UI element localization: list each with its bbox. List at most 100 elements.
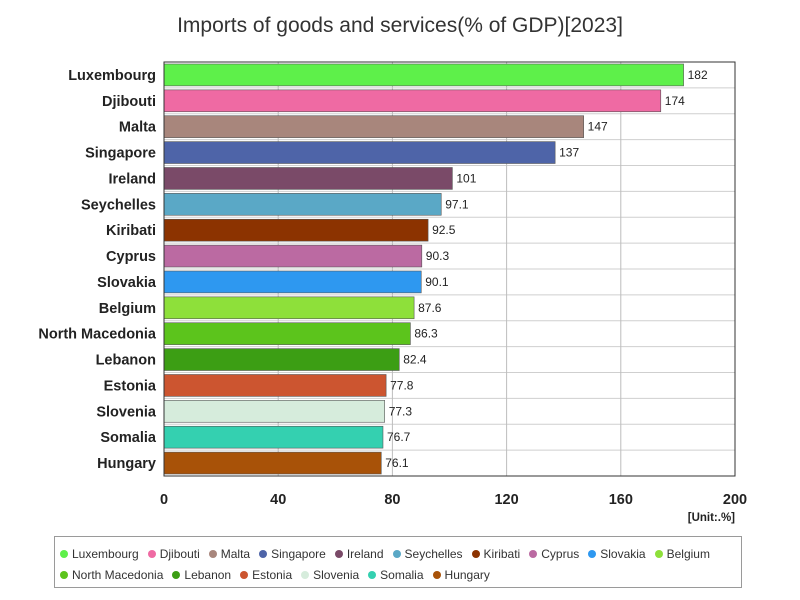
bar-malta [163, 115, 584, 138]
category-label: Slovenia [96, 404, 157, 420]
legend-swatch [259, 549, 268, 558]
bar-slovakia [163, 270, 422, 294]
value-label: 174 [665, 94, 685, 108]
bar-chart: 182 Luxembourg 174 Djibouti 147 Malta 137 Singa… [38, 61, 747, 524]
legend-item: Seychelles [392, 543, 463, 564]
legend-label: Ireland [346, 546, 384, 561]
legend-swatch [432, 570, 441, 579]
legend-label: Singapore [271, 546, 326, 561]
plot-frame [163, 61, 736, 477]
category-label: Singapore [85, 146, 156, 162]
legend-item: Ireland [334, 543, 384, 564]
x-tick-label: 80 [384, 492, 400, 508]
bar-north-macedonia [163, 322, 411, 345]
legend-label: Malta [220, 546, 251, 561]
bar-estonia [163, 374, 387, 397]
legend-label: North Macedonia [72, 567, 164, 582]
legend-swatch [334, 549, 343, 558]
legend-swatch [368, 570, 377, 579]
legend-label: Luxembourg [72, 546, 139, 561]
category-label: North Macedonia [38, 327, 157, 343]
category-label: Belgium [99, 301, 156, 317]
bar-slovenia [163, 400, 385, 423]
legend-item: Slovenia [301, 564, 359, 585]
legend-swatch [392, 549, 401, 558]
category-label: Slovakia [97, 275, 157, 291]
bar-belgium [163, 296, 415, 320]
legend-label: Seychelles [404, 546, 463, 561]
bars [163, 63, 684, 475]
bar-cyprus [163, 244, 423, 268]
legend-item: Estonia [240, 564, 292, 585]
bar-lebanon [163, 348, 400, 371]
legend-item: Belgium [654, 543, 710, 564]
legend-label: Slovenia [313, 567, 360, 582]
category-label: Malta [119, 120, 157, 136]
value-label: 90.3 [426, 249, 450, 263]
legend-item: Malta [208, 543, 251, 564]
category-label: Seychelles [81, 197, 156, 213]
category-label: Lebanon [96, 353, 156, 369]
legend-swatch [147, 549, 156, 558]
legend-label: Lebanon [184, 567, 232, 582]
value-label: 90.1 [425, 275, 449, 289]
category-label: Estonia [104, 378, 157, 394]
x-tick-label: 0 [160, 492, 168, 508]
category-label: Hungary [97, 456, 156, 472]
legend-swatch [588, 549, 597, 558]
legend-item: Lebanon [172, 564, 231, 585]
legend-label: Hungary [444, 567, 490, 582]
value-label: 101 [456, 171, 476, 185]
bar-ireland [163, 167, 453, 190]
value-label: 147 [588, 120, 608, 134]
x-tick-label: 120 [494, 492, 518, 508]
legend-swatch [60, 570, 68, 579]
category-label: Somalia [100, 430, 157, 446]
value-label: 87.6 [418, 301, 442, 315]
value-label: 182 [688, 68, 708, 82]
legend-item: Cyprus [529, 543, 579, 564]
bar-luxembourg [163, 63, 684, 87]
bar-seychelles [163, 193, 442, 216]
bar-somalia [163, 425, 384, 449]
x-tick-label: 40 [270, 492, 286, 508]
labels: 182 Luxembourg 174 Djibouti 147 Malta 137 Singa… [38, 68, 747, 524]
legend-swatch [471, 549, 480, 558]
legend-item: Hungary [432, 564, 490, 585]
value-label: 77.3 [389, 404, 413, 418]
legend-label: Cyprus [541, 546, 580, 561]
legend-swatch [172, 570, 181, 579]
bar-hungary [163, 451, 382, 475]
chart-title: Imports of goods and services(% of GDP)[… [177, 14, 623, 37]
legend-label: Djibouti [159, 546, 200, 561]
x-tick-label: 200 [723, 492, 747, 508]
value-label: 86.3 [414, 327, 438, 341]
category-label: Ireland [108, 171, 156, 187]
legend-swatch [301, 570, 310, 579]
value-label: 77.8 [390, 378, 414, 392]
legend-swatch [240, 570, 249, 579]
bar-kiribati [163, 218, 429, 242]
value-label: 82.4 [403, 353, 427, 367]
bar-singapore [163, 141, 556, 164]
legend-label: Somalia [380, 567, 424, 582]
category-label: Luxembourg [68, 68, 156, 84]
value-label: 97.1 [445, 197, 469, 211]
category-label: Cyprus [106, 249, 156, 265]
legend-item: North Macedonia [60, 564, 163, 585]
x-tick-label: 160 [609, 492, 633, 508]
category-label: Djibouti [102, 94, 156, 110]
legend-item: Slovakia [588, 543, 646, 564]
legend: Luxembourg Djibouti Malta Singapore Ireland S… [54, 536, 742, 588]
legend-swatch [208, 549, 217, 558]
legend-item: Luxembourg [60, 543, 139, 564]
legend-item: Somalia [368, 564, 424, 585]
unit-label: [Unit:.%] [688, 512, 735, 524]
value-label: 76.1 [385, 456, 409, 470]
legend-swatch [60, 549, 68, 558]
value-label: 137 [559, 146, 579, 160]
category-label: Kiribati [106, 223, 156, 239]
legend-swatch [529, 549, 538, 558]
legend-label: Kiribati [483, 546, 521, 561]
legend-item: Djibouti [147, 543, 200, 564]
